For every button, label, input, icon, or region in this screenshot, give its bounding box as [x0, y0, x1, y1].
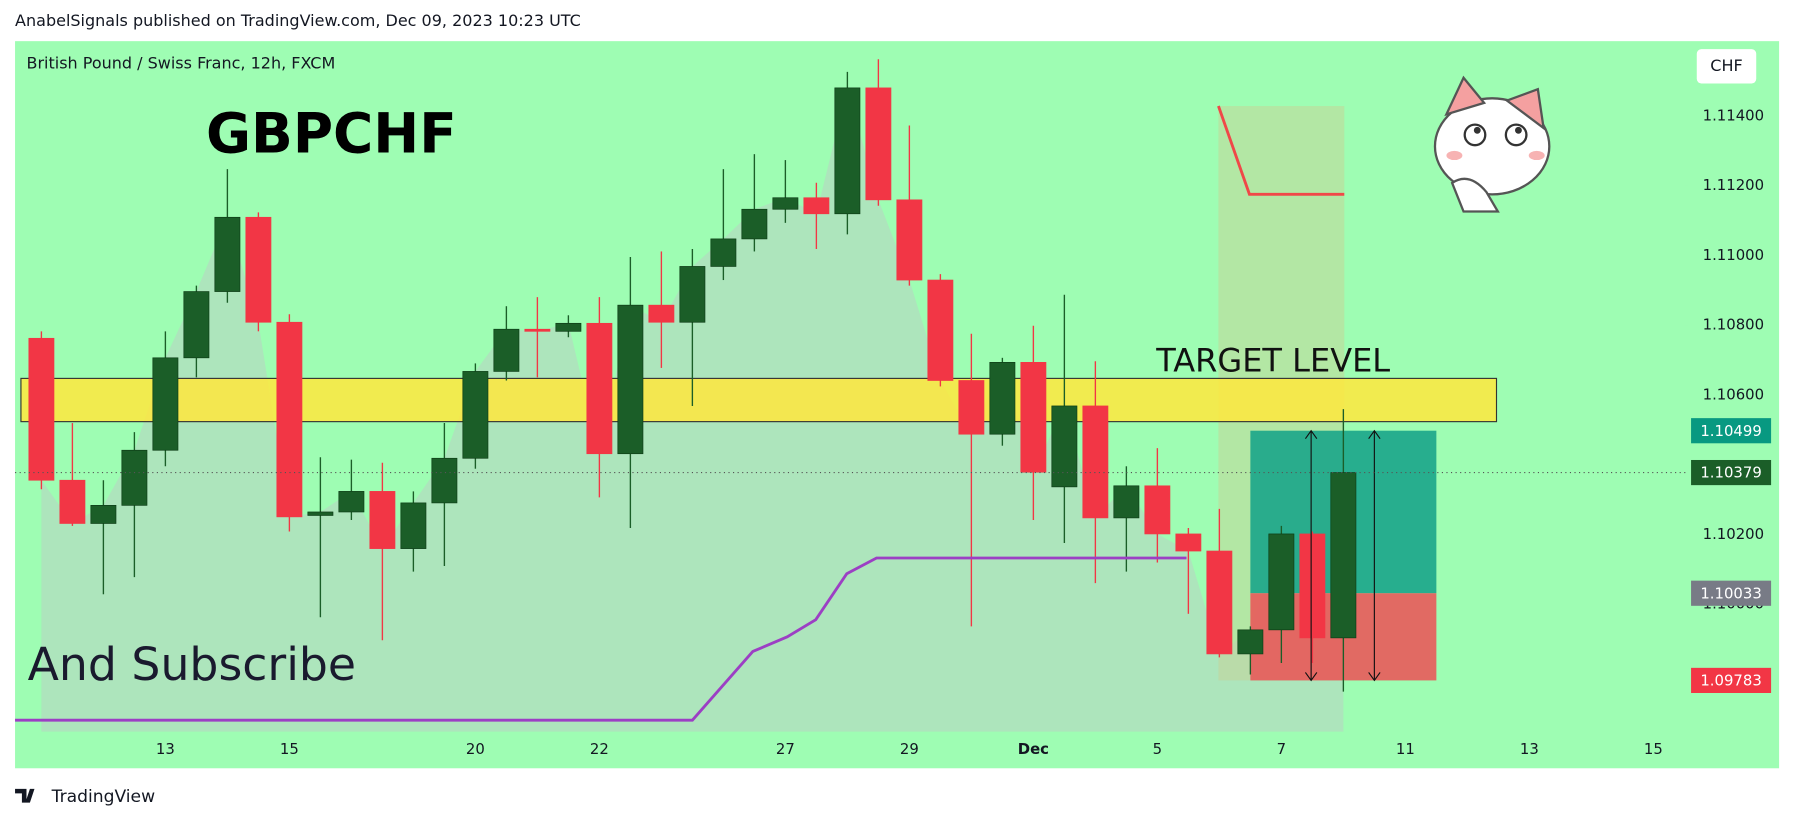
candle-body — [803, 197, 830, 215]
candle-body — [28, 337, 55, 481]
candle-body — [338, 491, 365, 513]
target-zone — [20, 377, 1498, 423]
candle-body — [1268, 533, 1295, 631]
price-label-box — [1691, 459, 1772, 486]
y-tick-label: 1.10600 — [1703, 385, 1764, 403]
candle-body — [679, 266, 706, 323]
x-tick-label: 7 — [1277, 740, 1286, 758]
candle-body — [1082, 405, 1109, 519]
currency-label: CHF — [1710, 56, 1742, 75]
candle-body — [245, 216, 272, 323]
range-arrow-head — [1368, 429, 1381, 682]
candle-body — [400, 502, 427, 549]
candle-body — [59, 479, 86, 524]
price-label: 1.10499 — [1700, 422, 1761, 440]
candle-body — [710, 238, 737, 267]
candle-body — [431, 457, 458, 504]
annotation: And Subscribe — [28, 638, 356, 691]
x-tick-label: 5 — [1153, 740, 1162, 758]
candle-body — [648, 304, 675, 323]
candle-body — [1113, 485, 1140, 519]
price-label: 1.10033 — [1700, 584, 1761, 602]
candle-body — [586, 322, 613, 455]
candle-body — [741, 208, 768, 240]
tradingview-logo — [15, 788, 35, 803]
candle-body — [1299, 533, 1326, 639]
price-label-box — [1691, 667, 1772, 693]
candle-body — [121, 449, 148, 506]
symbol-description: British Pound / Swiss Franc, 12h, FXCM — [26, 54, 335, 73]
candle-body — [524, 328, 551, 332]
price-label: 1.10379 — [1700, 464, 1761, 482]
x-tick-label: 22 — [590, 740, 609, 758]
y-tick-label: 1.11200 — [1703, 176, 1764, 194]
footer-brand: TradingView — [51, 787, 155, 807]
candle-body — [1144, 485, 1171, 535]
zone-label: TARGET LEVEL — [1155, 341, 1390, 379]
candle-body — [896, 199, 923, 281]
x-tick-label: 13 — [156, 740, 175, 758]
symbol-title: GBPCHF — [206, 101, 457, 165]
candle-body — [1237, 629, 1264, 655]
candle-body — [307, 511, 334, 516]
candle-body — [927, 279, 954, 381]
candle-body — [214, 216, 241, 292]
candle-body — [152, 357, 179, 451]
candle-body — [834, 87, 861, 215]
indicator-line — [15, 556, 1187, 722]
plot-area: TARGET LEVEL 1.11400 1.11200 1.11000 1.10800… — [15, 59, 1772, 758]
x-tick-label: 29 — [900, 740, 919, 758]
cat-sticker — [1433, 75, 1551, 213]
x-tick-label: 13 — [1520, 740, 1539, 758]
candle-body — [989, 362, 1016, 435]
y-tick-label: 1.10800 — [1703, 316, 1764, 334]
target-line — [1217, 105, 1345, 196]
candle-body — [772, 197, 799, 210]
y-tick-label: 1.11400 — [1703, 106, 1764, 124]
candle-body — [555, 322, 582, 332]
candle-body — [1051, 405, 1078, 488]
publish-header: AnabelSignals published on TradingView.c… — [15, 11, 581, 30]
x-tick-label: 15 — [1644, 740, 1663, 758]
candle-body — [1206, 550, 1233, 655]
price-label: 1.09783 — [1700, 672, 1761, 690]
price-label-box — [1691, 580, 1772, 606]
range-arrow-head — [1304, 429, 1318, 682]
candle-body — [276, 321, 303, 518]
y-tick-label: 1.11000 — [1703, 246, 1764, 264]
candle-body — [1330, 472, 1357, 639]
candle-body — [1020, 362, 1047, 473]
currency-box — [1696, 49, 1757, 84]
x-tick-label: 20 — [466, 740, 485, 758]
price-label-box — [1691, 418, 1772, 444]
candle-body — [493, 328, 520, 372]
x-tick-label: 11 — [1396, 740, 1415, 758]
x-tick-label: 27 — [776, 740, 795, 758]
x-tick-label: 15 — [280, 740, 299, 758]
candle-body — [958, 380, 985, 435]
candle-body — [1175, 533, 1202, 552]
y-tick-label: 1.10200 — [1703, 525, 1764, 543]
candle-body — [865, 87, 892, 201]
candle-body — [369, 491, 396, 549]
x-tick-label: Dec — [1018, 740, 1049, 758]
candle-body — [462, 371, 489, 459]
candle-body — [90, 505, 117, 524]
candle-body — [183, 291, 210, 359]
candle-body — [617, 304, 644, 455]
